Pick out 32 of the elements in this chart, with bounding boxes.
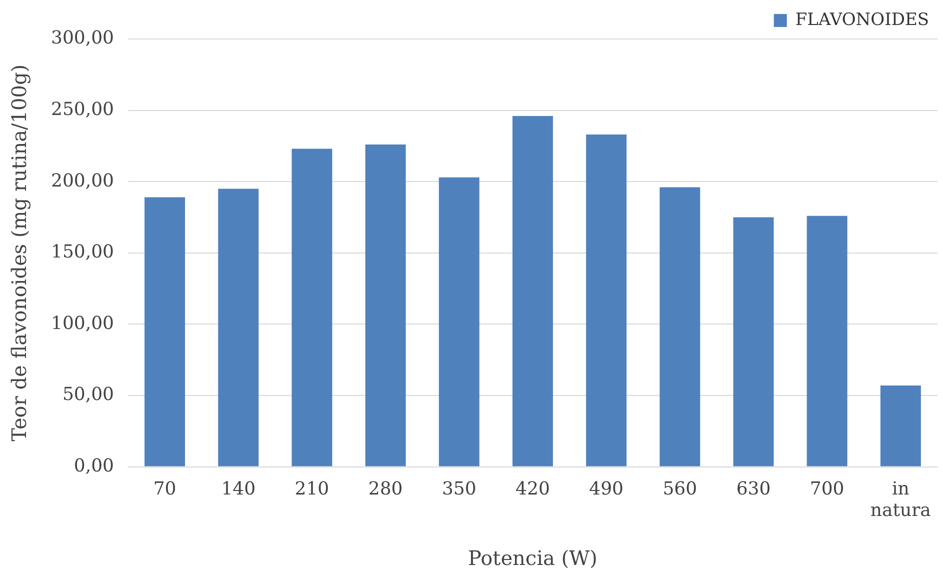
bar	[144, 197, 186, 466]
x-tick-label: 700	[810, 478, 844, 500]
x-tick-label: 630	[736, 478, 771, 500]
bar	[292, 148, 332, 466]
y-axis-title: Teor de flavonoides (mg rutina/100g)	[7, 64, 32, 442]
y-tick-label: 250,00	[51, 98, 114, 120]
bar	[660, 187, 700, 466]
x-tick-label: 210	[294, 478, 330, 500]
legend-label: FLAVONOIDES	[795, 10, 930, 30]
x-tick-label: 280	[368, 478, 403, 500]
x-tick-label: 420	[516, 478, 550, 500]
bar	[806, 216, 848, 466]
y-tick-label: 150,00	[51, 242, 114, 263]
y-tick-label: 50,00	[62, 384, 114, 406]
y-tick-label: 0,00	[74, 455, 114, 476]
x-tick-label: in natura	[870, 478, 932, 521]
y-tick-label: 100,00	[51, 312, 114, 334]
bar	[218, 188, 259, 466]
x-tick-label: 140	[221, 478, 256, 500]
x-tick-label: 350	[442, 478, 476, 500]
x-axis-title: Potencia (W)	[468, 546, 598, 570]
bar	[438, 177, 480, 466]
bar	[365, 144, 406, 466]
bar	[512, 116, 553, 466]
y-tick-label: 200,00	[51, 170, 114, 192]
y-tick-label: 300,00	[51, 28, 114, 49]
x-tick-label: 490	[589, 478, 624, 500]
bar	[733, 217, 774, 466]
x-tick-label: 560	[662, 478, 698, 500]
bar	[586, 134, 627, 466]
bar	[880, 386, 921, 466]
x-tick-label: 70	[153, 478, 176, 500]
